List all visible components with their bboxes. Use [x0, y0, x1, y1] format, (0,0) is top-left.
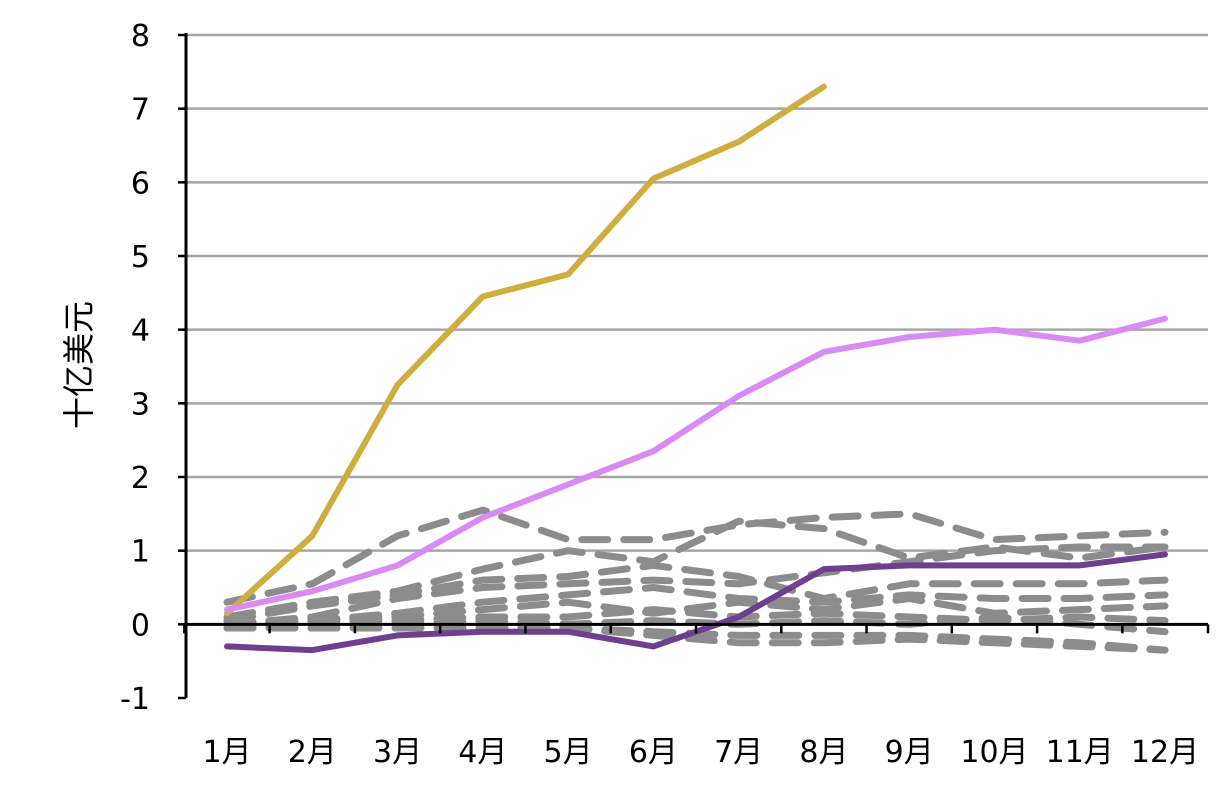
y-tick-label: 0	[131, 608, 150, 643]
axes	[178, 33, 1210, 700]
x-tick-label: 7月	[714, 735, 763, 770]
y-axis-label: 十亿美元	[60, 301, 98, 429]
x-tick-label: 12月	[1131, 735, 1199, 770]
background-series-line	[223, 595, 1169, 628]
y-tick-label: 1	[131, 535, 150, 570]
x-tick-label: 11月	[1046, 735, 1114, 770]
background-series-line	[223, 506, 1169, 606]
x-tick-label: 1月	[202, 735, 251, 770]
background-series-line	[223, 561, 1169, 625]
y-tick-label: 7	[131, 93, 150, 128]
tick-labels: -1 0 1 2 3 4 5 6 7 8 1月 2月 3月 4月 5月 6月 7月 8月 9月 10月 11月 12月	[120, 19, 1199, 770]
x-tick-label: 8月	[799, 735, 848, 770]
y-tick-label: 5	[131, 240, 150, 275]
x-tick-label: 4月	[458, 735, 507, 770]
x-tick-label: 10月	[960, 735, 1028, 770]
y-tick-label: 3	[131, 387, 150, 422]
background-series-line	[223, 617, 1169, 654]
y-tick-label: -1	[120, 682, 150, 717]
y-tick-label: 2	[131, 461, 150, 496]
background-series-line	[223, 584, 1169, 628]
x-tick-label: 9月	[885, 735, 934, 770]
y-tick-label: 4	[131, 314, 150, 349]
y-tick-label: 6	[131, 166, 150, 201]
gridlines	[186, 33, 1208, 552]
x-tick-label: 6月	[629, 735, 678, 770]
x-tick-label: 2月	[288, 735, 337, 770]
highlight-series-group	[224, 83, 1168, 654]
y-tick-label: 8	[131, 19, 150, 54]
background-series-line	[223, 613, 1169, 636]
highlight-series-line	[224, 315, 1168, 613]
x-tick-label: 3月	[373, 735, 422, 770]
background-series-line	[223, 543, 1169, 628]
background-series-line	[223, 517, 1169, 621]
x-tick-label: 5月	[544, 735, 593, 770]
highlight-series-line	[224, 83, 827, 617]
